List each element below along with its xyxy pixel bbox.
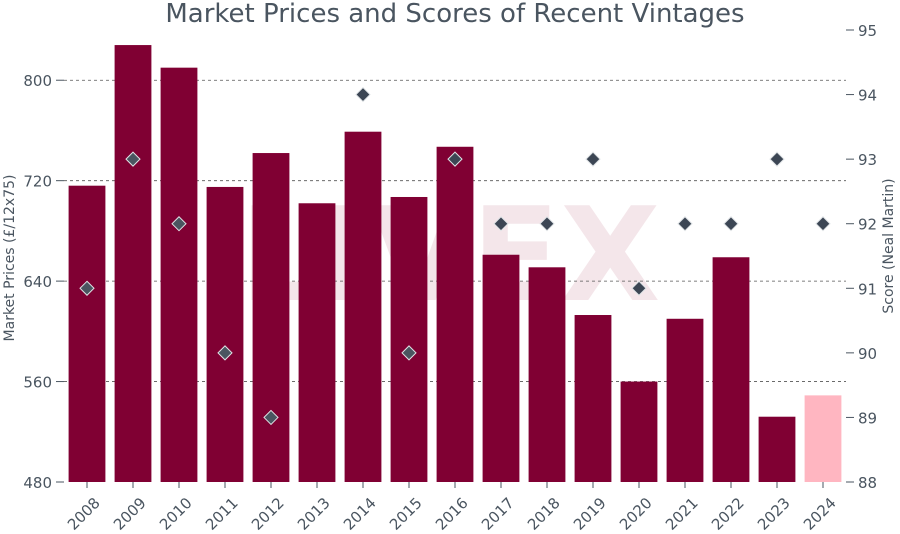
score-marker — [171, 216, 187, 232]
x-tick-label: 2015 — [386, 494, 426, 534]
right-tick-label: 89 — [858, 409, 877, 427]
x-tick-label: 2014 — [340, 494, 380, 534]
price-bar — [482, 254, 520, 482]
right-tick-label: 93 — [858, 151, 877, 169]
right-tick-label: 94 — [858, 87, 877, 105]
score-marker — [493, 216, 509, 232]
score-marker — [263, 409, 279, 426]
score-marker — [769, 151, 785, 167]
y-axis-label: Market Prices (£/12x75) — [2, 175, 18, 342]
right-tick-label: 95 — [858, 22, 877, 40]
left-tick-label: 480 — [23, 474, 52, 492]
score-marker — [723, 216, 739, 232]
price-bar — [390, 196, 428, 482]
score-markers — [79, 86, 831, 426]
score-marker — [631, 280, 647, 296]
score-marker — [401, 345, 417, 361]
right-tick-label: 92 — [858, 216, 877, 234]
x-tick-label: 2022 — [708, 494, 748, 534]
price-bar — [160, 67, 198, 483]
x-tick-label: 2024 — [800, 494, 840, 534]
price-bar — [666, 318, 704, 482]
price-bars — [68, 45, 842, 483]
x-tick-label: 2018 — [524, 494, 564, 534]
score-marker — [125, 151, 141, 167]
y2-axis-label: Score (Neal Martin) — [881, 178, 897, 313]
price-bar — [528, 267, 566, 482]
right-tick-label: 88 — [858, 474, 877, 492]
price-bar — [206, 186, 244, 482]
price-bar — [804, 395, 842, 482]
left-axis-ticks: 480 560 640 720 800 — [23, 72, 64, 492]
score-marker — [447, 151, 463, 167]
price-bar — [68, 185, 106, 482]
price-bar — [574, 315, 612, 482]
right-axis-ticks: 88 89 90 91 92 93 94 95 — [846, 22, 877, 492]
left-tick-label: 640 — [23, 273, 52, 291]
price-bar — [436, 146, 474, 482]
x-tick-label: 2020 — [616, 494, 656, 534]
x-tick-label: 2017 — [478, 494, 518, 534]
score-marker — [217, 345, 233, 361]
left-tick-label: 800 — [23, 72, 52, 90]
price-bar — [298, 203, 336, 482]
price-bar — [344, 131, 382, 482]
price-bar — [114, 45, 152, 483]
score-marker — [79, 280, 95, 296]
score-marker — [539, 216, 555, 232]
score-marker — [355, 86, 371, 103]
left-tick-label: 560 — [23, 374, 52, 392]
price-bar — [758, 416, 796, 482]
x-tick-label: 2011 — [202, 494, 242, 534]
left-tick-label: 720 — [23, 173, 52, 191]
right-tick-label: 90 — [858, 345, 877, 363]
score-marker — [677, 216, 693, 232]
x-tick-label: 2010 — [156, 494, 196, 534]
score-marker — [585, 151, 601, 167]
x-tick-label: 2019 — [570, 494, 610, 534]
x-tick-label: 2008 — [64, 494, 104, 534]
x-tick-label: 2009 — [110, 494, 150, 534]
x-tick-label: 2013 — [294, 494, 334, 534]
right-tick-label: 91 — [858, 280, 877, 298]
price-bar — [620, 381, 658, 482]
x-tick-label: 2021 — [662, 494, 702, 534]
price-bar — [252, 153, 290, 483]
x-tick-label: 2023 — [754, 494, 794, 534]
x-tick-label: 2012 — [248, 494, 288, 534]
x-tick-label: 2016 — [432, 494, 472, 534]
score-marker — [815, 216, 831, 232]
x-axis-ticks: 2008 2009 2010 2011 2012 2013 2014 2015 2016 2017… — [64, 482, 840, 534]
price-bar — [712, 257, 750, 482]
chart-title: Market Prices and Scores of Recent Vinta… — [165, 0, 744, 29]
